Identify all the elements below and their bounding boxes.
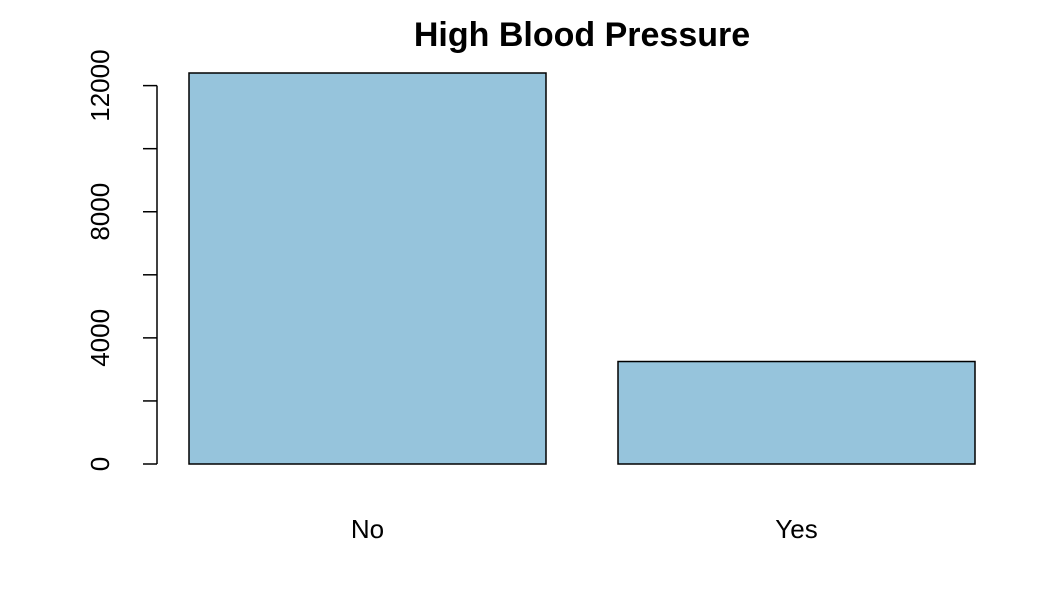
x-tick-labels: No Yes bbox=[351, 514, 818, 544]
y-tick-label: 0 bbox=[85, 457, 115, 471]
y-axis: 0 4000 8000 12000 bbox=[85, 49, 158, 471]
x-tick-label: Yes bbox=[775, 514, 817, 544]
bars-group bbox=[188, 72, 976, 465]
bar-yes bbox=[617, 360, 976, 465]
y-tick-label: 12000 bbox=[85, 49, 115, 121]
x-tick-label: No bbox=[351, 514, 384, 544]
chart-title: High Blood Pressure bbox=[414, 16, 750, 54]
y-tick-label: 8000 bbox=[85, 183, 115, 241]
y-tick-label: 4000 bbox=[85, 309, 115, 367]
bar-no bbox=[188, 72, 547, 465]
